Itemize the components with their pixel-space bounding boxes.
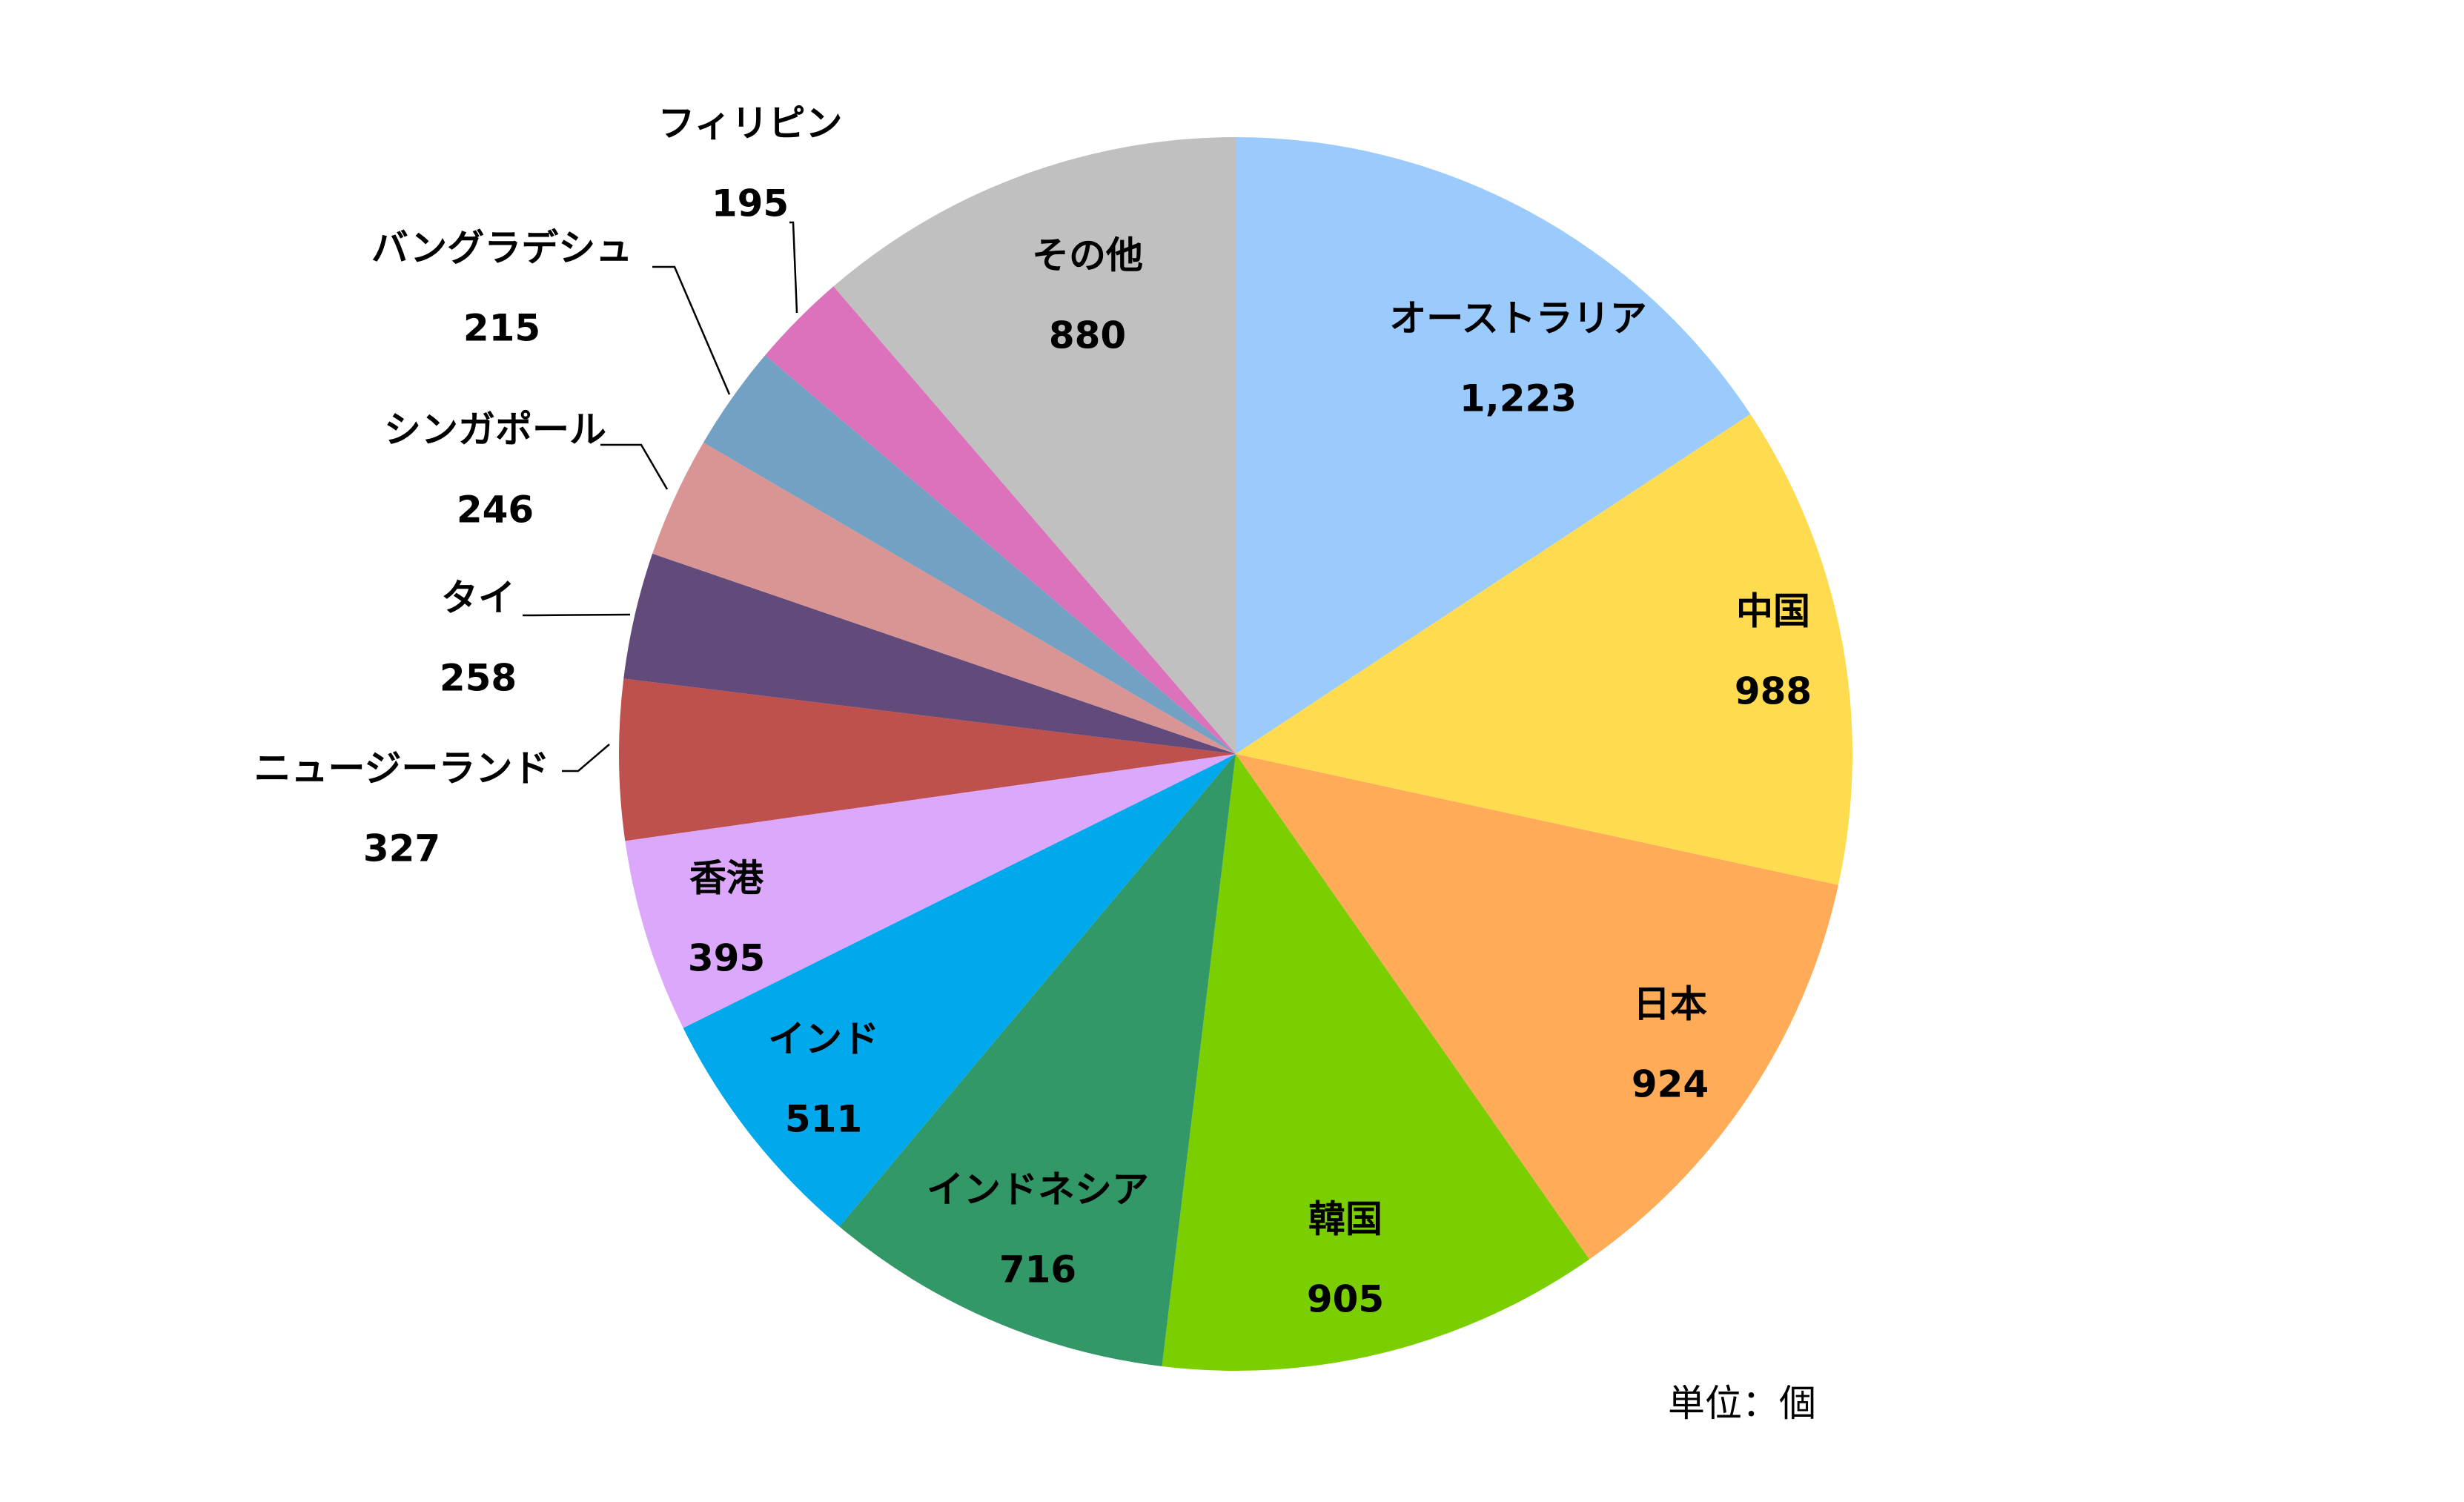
slice-value-label: 1,223 (1460, 377, 1577, 420)
slice-name-label: バングラデシュ (371, 227, 633, 270)
slice-name-label: タイ (441, 577, 515, 620)
slice-name-label: 香港 (689, 857, 764, 900)
leader-line (562, 744, 610, 772)
leader-line (652, 265, 731, 395)
slice-value-label: 716 (999, 1248, 1076, 1291)
slice-name-label: インドネシア (927, 1168, 1149, 1211)
slice-name-label: フィリピン (658, 102, 843, 145)
pie-slices (619, 137, 1853, 1372)
slice-value-label: 988 (1735, 670, 1812, 713)
pie-slice (652, 442, 1236, 754)
slice-value-label: 258 (440, 657, 517, 700)
slice-value-label: 924 (1632, 1063, 1709, 1106)
pie-slice (1236, 137, 1751, 754)
pie-slice (839, 754, 1236, 1367)
pie-slice (1236, 754, 1838, 1260)
slice-value-label: 195 (712, 182, 789, 225)
unit-note: 単位：個 (1668, 1382, 1816, 1425)
slice-name-label: インド (768, 1018, 879, 1061)
slice-value-label: 905 (1307, 1278, 1384, 1321)
pie-slice (1236, 414, 1853, 885)
pie-slice (703, 355, 1236, 754)
slice-name-label: その他 (1032, 234, 1143, 277)
slice-value-label: 327 (363, 827, 440, 870)
pie-slice (623, 553, 1236, 754)
leader-lines (523, 221, 798, 772)
pie-slice (833, 137, 1236, 754)
leader-line (600, 443, 669, 490)
slice-name-label: 中国 (1736, 590, 1810, 633)
pie-slice (683, 754, 1236, 1227)
slice-value-label: 395 (688, 937, 765, 980)
pie-slice (765, 286, 1236, 754)
slice-name-label: ニュージーランド (254, 747, 550, 790)
slice-value-label: 880 (1049, 314, 1126, 357)
slice-value-label: 246 (457, 489, 534, 532)
leader-line (789, 221, 798, 314)
slice-name-label: 日本 (1633, 983, 1707, 1026)
slice-labels: オーストラリア 1,223 中国 988 日本 924 韓国 905 インドネシア 716 インド 5… (254, 102, 1812, 1321)
pie-slice (625, 754, 1236, 1028)
slice-name-label: オーストラリア (1389, 297, 1647, 340)
slice-value-label: 511 (785, 1098, 862, 1141)
slice-name-label: 韓国 (1308, 1198, 1382, 1241)
pie-slice (619, 678, 1236, 841)
slice-name-label: シンガポール (384, 408, 606, 451)
slice-value-label: 215 (463, 307, 540, 350)
pie-slice (1162, 754, 1590, 1372)
